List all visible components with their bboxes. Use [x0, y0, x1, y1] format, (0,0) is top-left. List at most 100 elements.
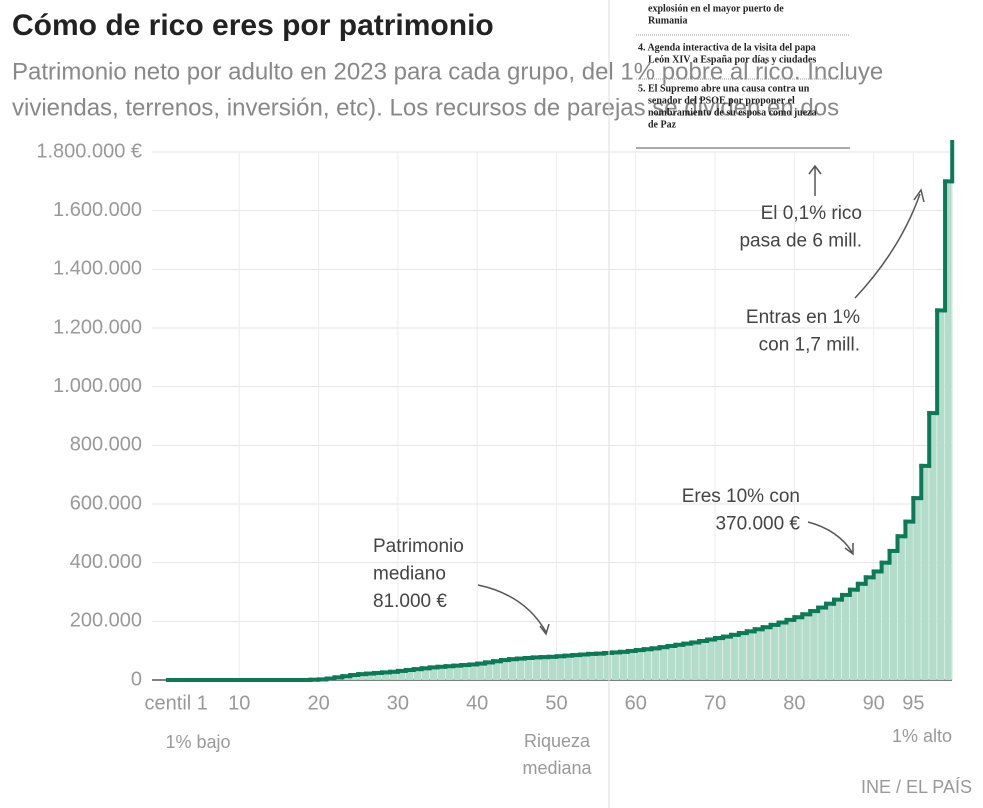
- x-tick-label: 50: [545, 692, 567, 714]
- subtitle: Patrimonio neto por adulto en 2023 para …: [12, 58, 883, 85]
- area-step: [580, 654, 588, 680]
- area-step: [770, 624, 779, 680]
- area-step: [754, 629, 763, 680]
- news-item[interactable]: nombramiento de su esposa como jueza: [648, 107, 817, 118]
- y-tick-label: 600.000: [70, 492, 142, 514]
- area-step: [477, 663, 485, 680]
- area-step: [619, 651, 628, 680]
- area-step: [715, 638, 723, 680]
- area-step: [588, 653, 596, 680]
- area-step: [889, 550, 897, 680]
- y-tick-label: 0: [131, 668, 142, 690]
- x-tick-label: 10: [228, 692, 250, 714]
- area-step: [350, 675, 358, 680]
- x-tick-label: 70: [704, 692, 726, 714]
- area-step: [627, 650, 636, 680]
- news-item[interactable]: explosión en el mayor puerto de: [648, 3, 784, 14]
- y-tick-label: 1.800.000 €: [36, 140, 142, 162]
- x-tick-label: 90: [863, 692, 885, 714]
- area-step: [651, 648, 660, 680]
- area-step: [500, 660, 509, 680]
- area-step: [921, 465, 929, 680]
- y-tick-label: 1.200.000: [53, 316, 142, 338]
- area-step: [437, 666, 445, 680]
- area-step: [937, 310, 945, 680]
- news-item[interactable]: de Paz: [648, 119, 677, 130]
- area-step: [929, 413, 937, 680]
- news-item[interactable]: León XIV a España por días y ciudades: [648, 54, 816, 65]
- axis-note: 1% bajo: [165, 732, 230, 752]
- area-step: [762, 627, 771, 680]
- area-step: [524, 658, 533, 680]
- area-step: [738, 633, 747, 680]
- area-step: [802, 614, 810, 680]
- source: INE / EL PAÍS: [861, 777, 972, 797]
- news-item[interactable]: 4. Agenda interactiva de la visita del p…: [638, 42, 816, 53]
- area-step: [667, 645, 675, 680]
- y-tick-label: 1.400.000: [53, 258, 142, 280]
- area-step: [358, 674, 366, 680]
- annotation: 370.000 €: [715, 514, 800, 535]
- area-step: [421, 668, 430, 680]
- area-step: [469, 664, 477, 680]
- area-step: [366, 673, 374, 680]
- annotation: mediano: [373, 564, 446, 585]
- area-step: [857, 583, 866, 680]
- area-step: [873, 571, 882, 680]
- overlay: explosión en el mayor puerto de Rumania …: [608, 0, 850, 808]
- area-step: [707, 639, 715, 680]
- area-step: [564, 655, 572, 680]
- area-step: [865, 577, 874, 680]
- annotation: Patrimonio: [373, 536, 464, 557]
- x-tick-label: 30: [387, 692, 409, 714]
- x-tick-label: 20: [307, 692, 329, 714]
- arrow-head: [539, 623, 550, 636]
- area-step: [913, 498, 921, 680]
- area-step: [881, 562, 890, 680]
- arrow: [807, 521, 853, 553]
- news-item[interactable]: senador del PSOE por proponer el: [648, 95, 795, 106]
- x-tick-label: 40: [466, 692, 488, 714]
- area-step: [786, 619, 794, 680]
- area-step: [540, 657, 549, 680]
- annotation: 81.000 €: [373, 591, 447, 612]
- annotation: Eres 10% con: [682, 486, 800, 507]
- news-item[interactable]: 5. El Supremo abre una causa contra un: [638, 83, 810, 94]
- area-step: [643, 649, 652, 680]
- area-step: [730, 634, 739, 680]
- area-step: [834, 599, 842, 680]
- area-step: [612, 652, 620, 680]
- arrow-head: [844, 543, 854, 556]
- arrows: [477, 164, 925, 636]
- area-step: [413, 669, 422, 680]
- y-tick-label: 800.000: [70, 434, 142, 456]
- x-tick-label: centil 1: [145, 692, 208, 714]
- x-tick-label: 95: [902, 692, 924, 714]
- area-step: [596, 653, 604, 680]
- area-step: [635, 650, 644, 680]
- area-step: [374, 672, 382, 680]
- y-tick-label: 200.000: [70, 610, 142, 632]
- area-step: [556, 656, 564, 680]
- news-item[interactable]: Rumania: [648, 15, 687, 26]
- area-step: [429, 667, 438, 680]
- area-step: [572, 655, 580, 680]
- arrow: [477, 584, 547, 633]
- area-step: [945, 181, 952, 681]
- area-step: [382, 672, 390, 680]
- area-step: [810, 611, 818, 680]
- area-step: [746, 631, 755, 680]
- area-step: [699, 640, 707, 680]
- annotation: pasa de 6 mill.: [739, 231, 862, 252]
- area-step: [826, 603, 834, 680]
- annotation: con 1,7 mill.: [759, 335, 860, 356]
- y-tick-label: 1.000.000: [53, 375, 142, 397]
- area-step: [445, 666, 453, 680]
- chart-title: Cómo de rico eres por patrimonio: [12, 9, 494, 42]
- area-step: [397, 670, 406, 680]
- x-tick-label: 60: [625, 692, 647, 714]
- area-step: [849, 589, 858, 680]
- area-step: [841, 594, 850, 680]
- area-step: [548, 656, 556, 680]
